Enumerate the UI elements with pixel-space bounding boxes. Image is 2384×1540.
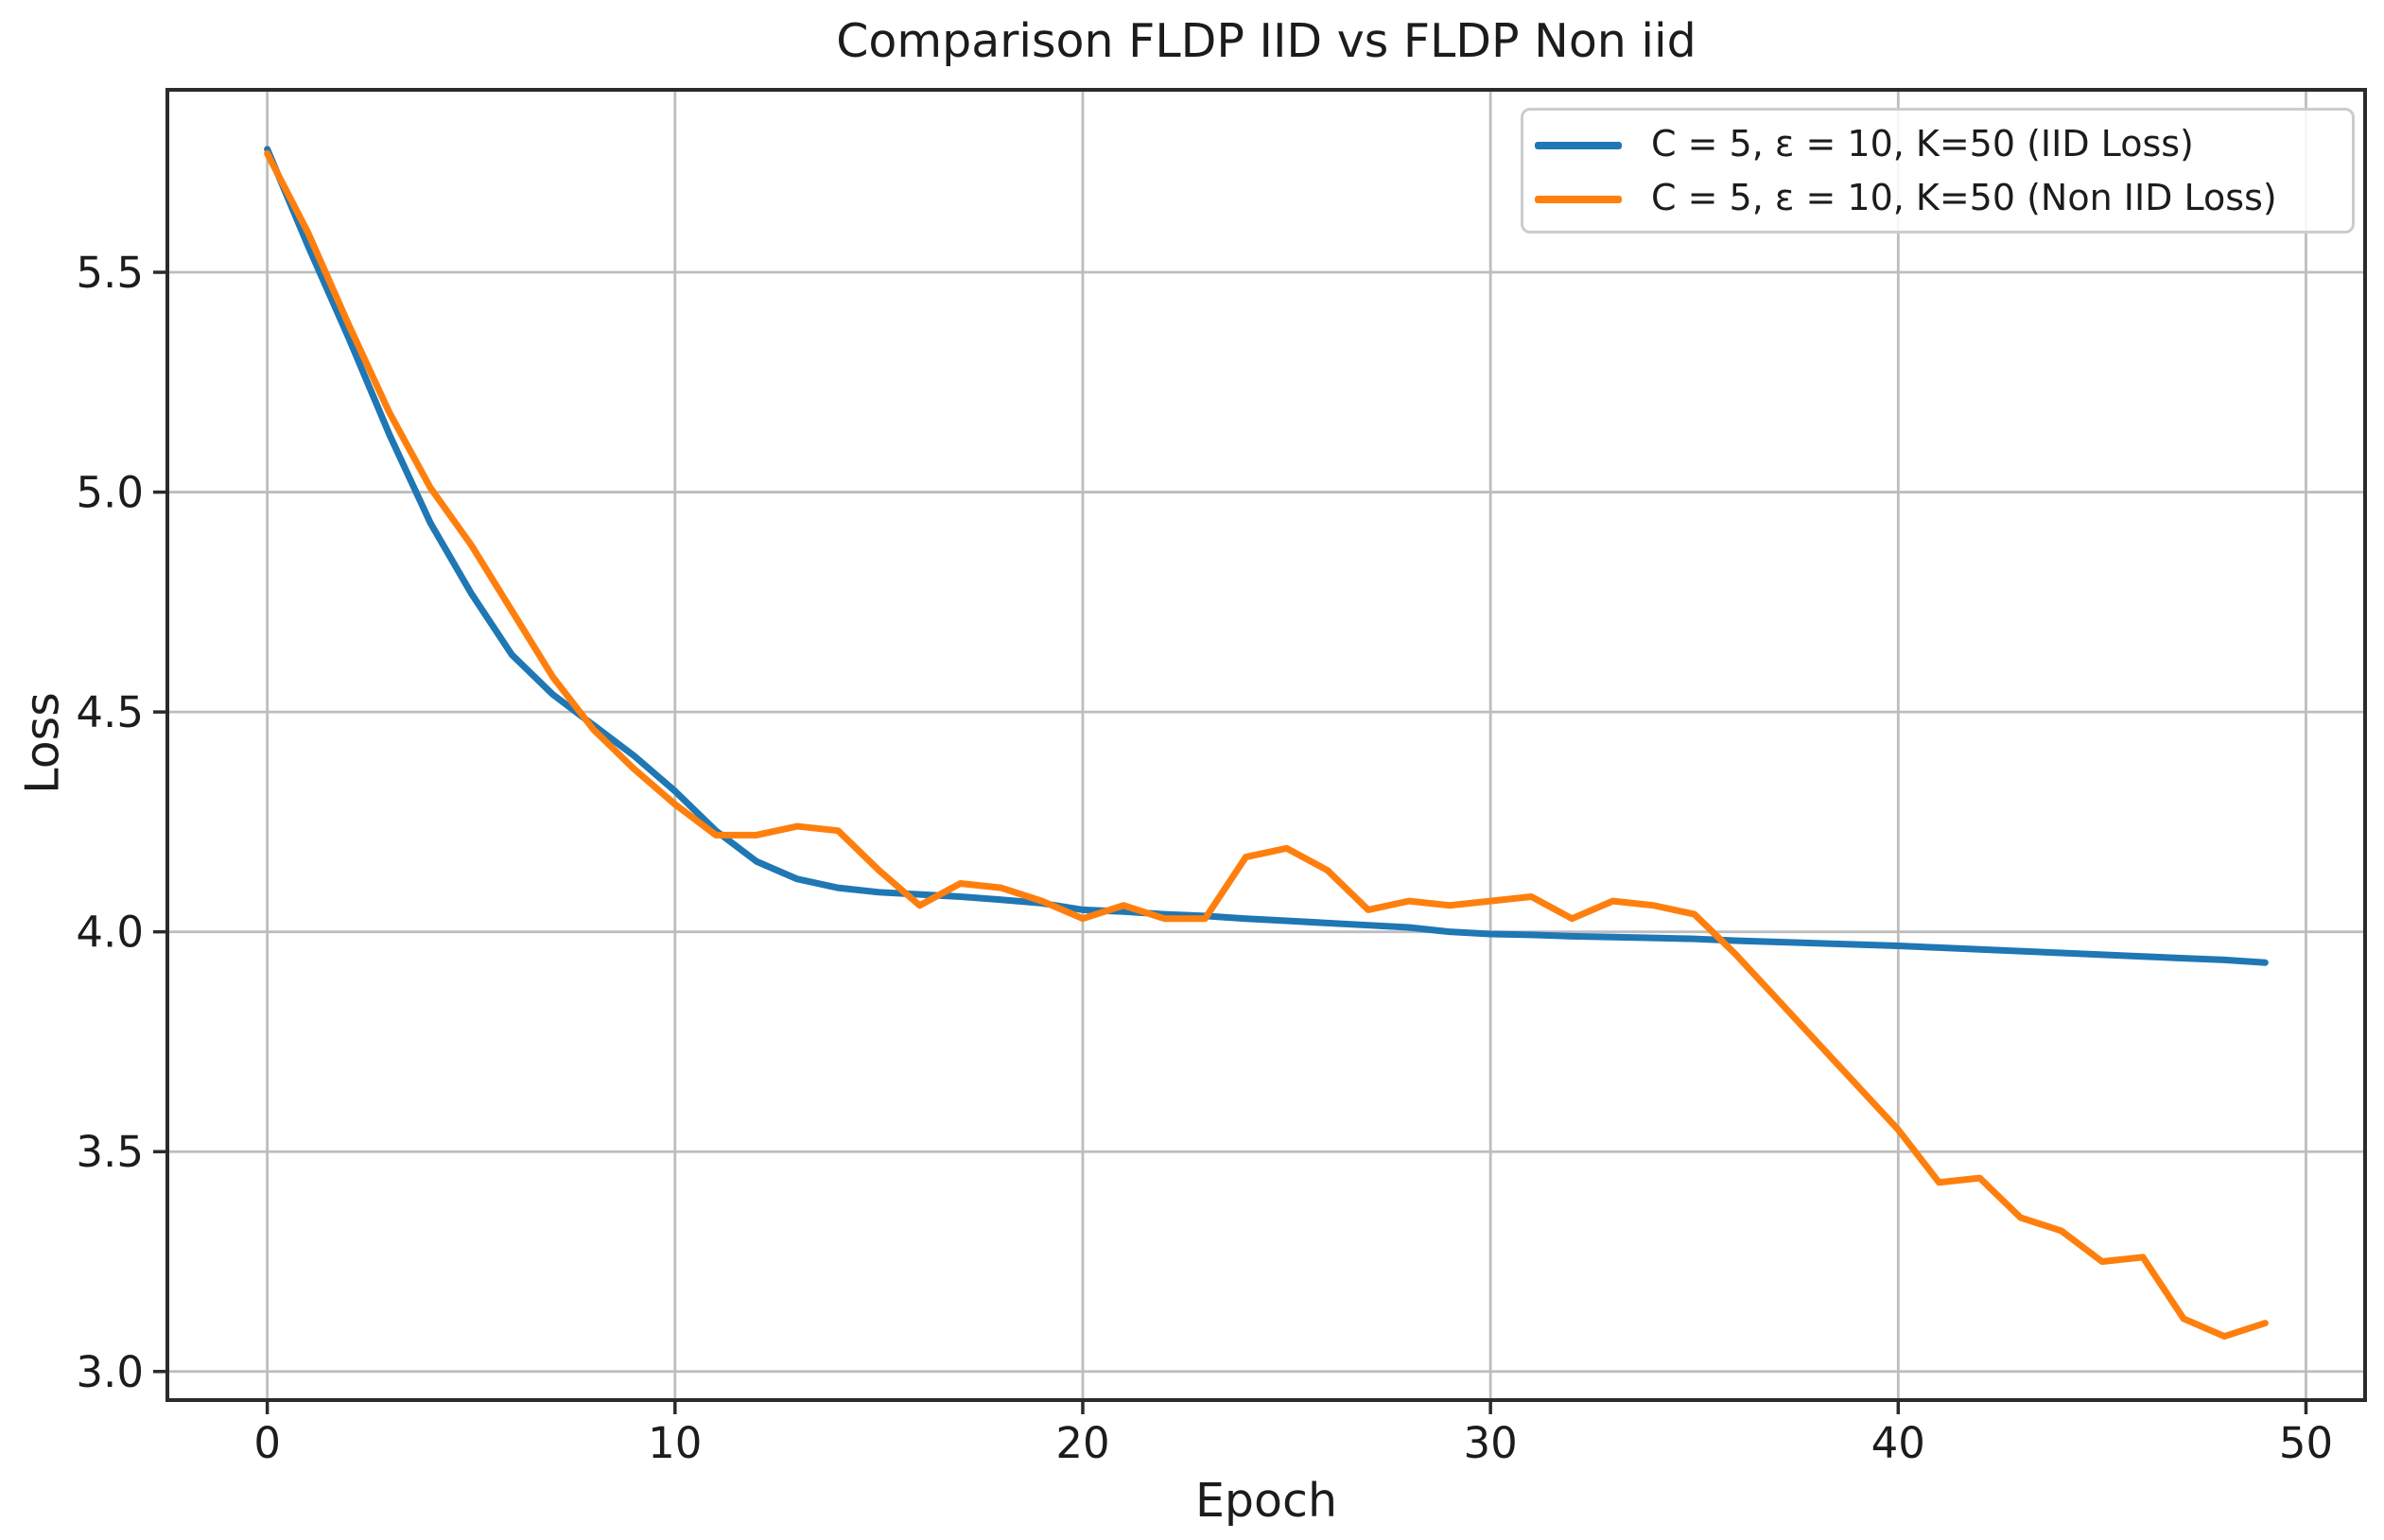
legend-item-iid: C = 5, ε = 10, K=50 (IID Loss) [1535, 123, 2333, 164]
y-axis-label: Loss [15, 692, 70, 794]
x-tick-label: 10 [648, 1418, 702, 1468]
legend-item-non-iid: C = 5, ε = 10, K=50 (Non IID Loss) [1535, 177, 2333, 218]
legend-label-iid: C = 5, ε = 10, K=50 (IID Loss) [1651, 123, 2194, 164]
x-tick-label: 0 [253, 1418, 281, 1468]
non-iid-line-sample-icon [1535, 196, 1622, 203]
x-tick-label: 20 [1055, 1418, 1109, 1468]
y-tick-label: 4.0 [76, 908, 144, 958]
non-iid-loss-line [264, 149, 2269, 1341]
y-tick-label: 5.0 [76, 468, 144, 518]
iid-loss-line [264, 146, 2269, 966]
iid-line-sample-icon [1535, 142, 1622, 149]
legend-label-non-iid: C = 5, ε = 10, K=50 (Non IID Loss) [1651, 177, 2277, 218]
x-tick-label: 40 [1871, 1418, 1925, 1468]
y-tick-label: 4.5 [76, 687, 144, 737]
y-tick-label: 5.5 [76, 248, 144, 298]
x-tick-label: 30 [1464, 1418, 1518, 1468]
x-axis-label: Epoch [1194, 1474, 1338, 1528]
y-tick-label: 3.5 [76, 1127, 144, 1177]
y-tick-label: 3.0 [76, 1347, 144, 1397]
x-tick-label: 50 [2279, 1418, 2333, 1468]
plot-frame [165, 88, 2367, 1402]
legend: C = 5, ε = 10, K=50 (IID Loss) C = 5, ε … [1521, 108, 2355, 234]
chart-title: Comparison FLDP IID vs FLDP Non iid [836, 14, 1697, 68]
